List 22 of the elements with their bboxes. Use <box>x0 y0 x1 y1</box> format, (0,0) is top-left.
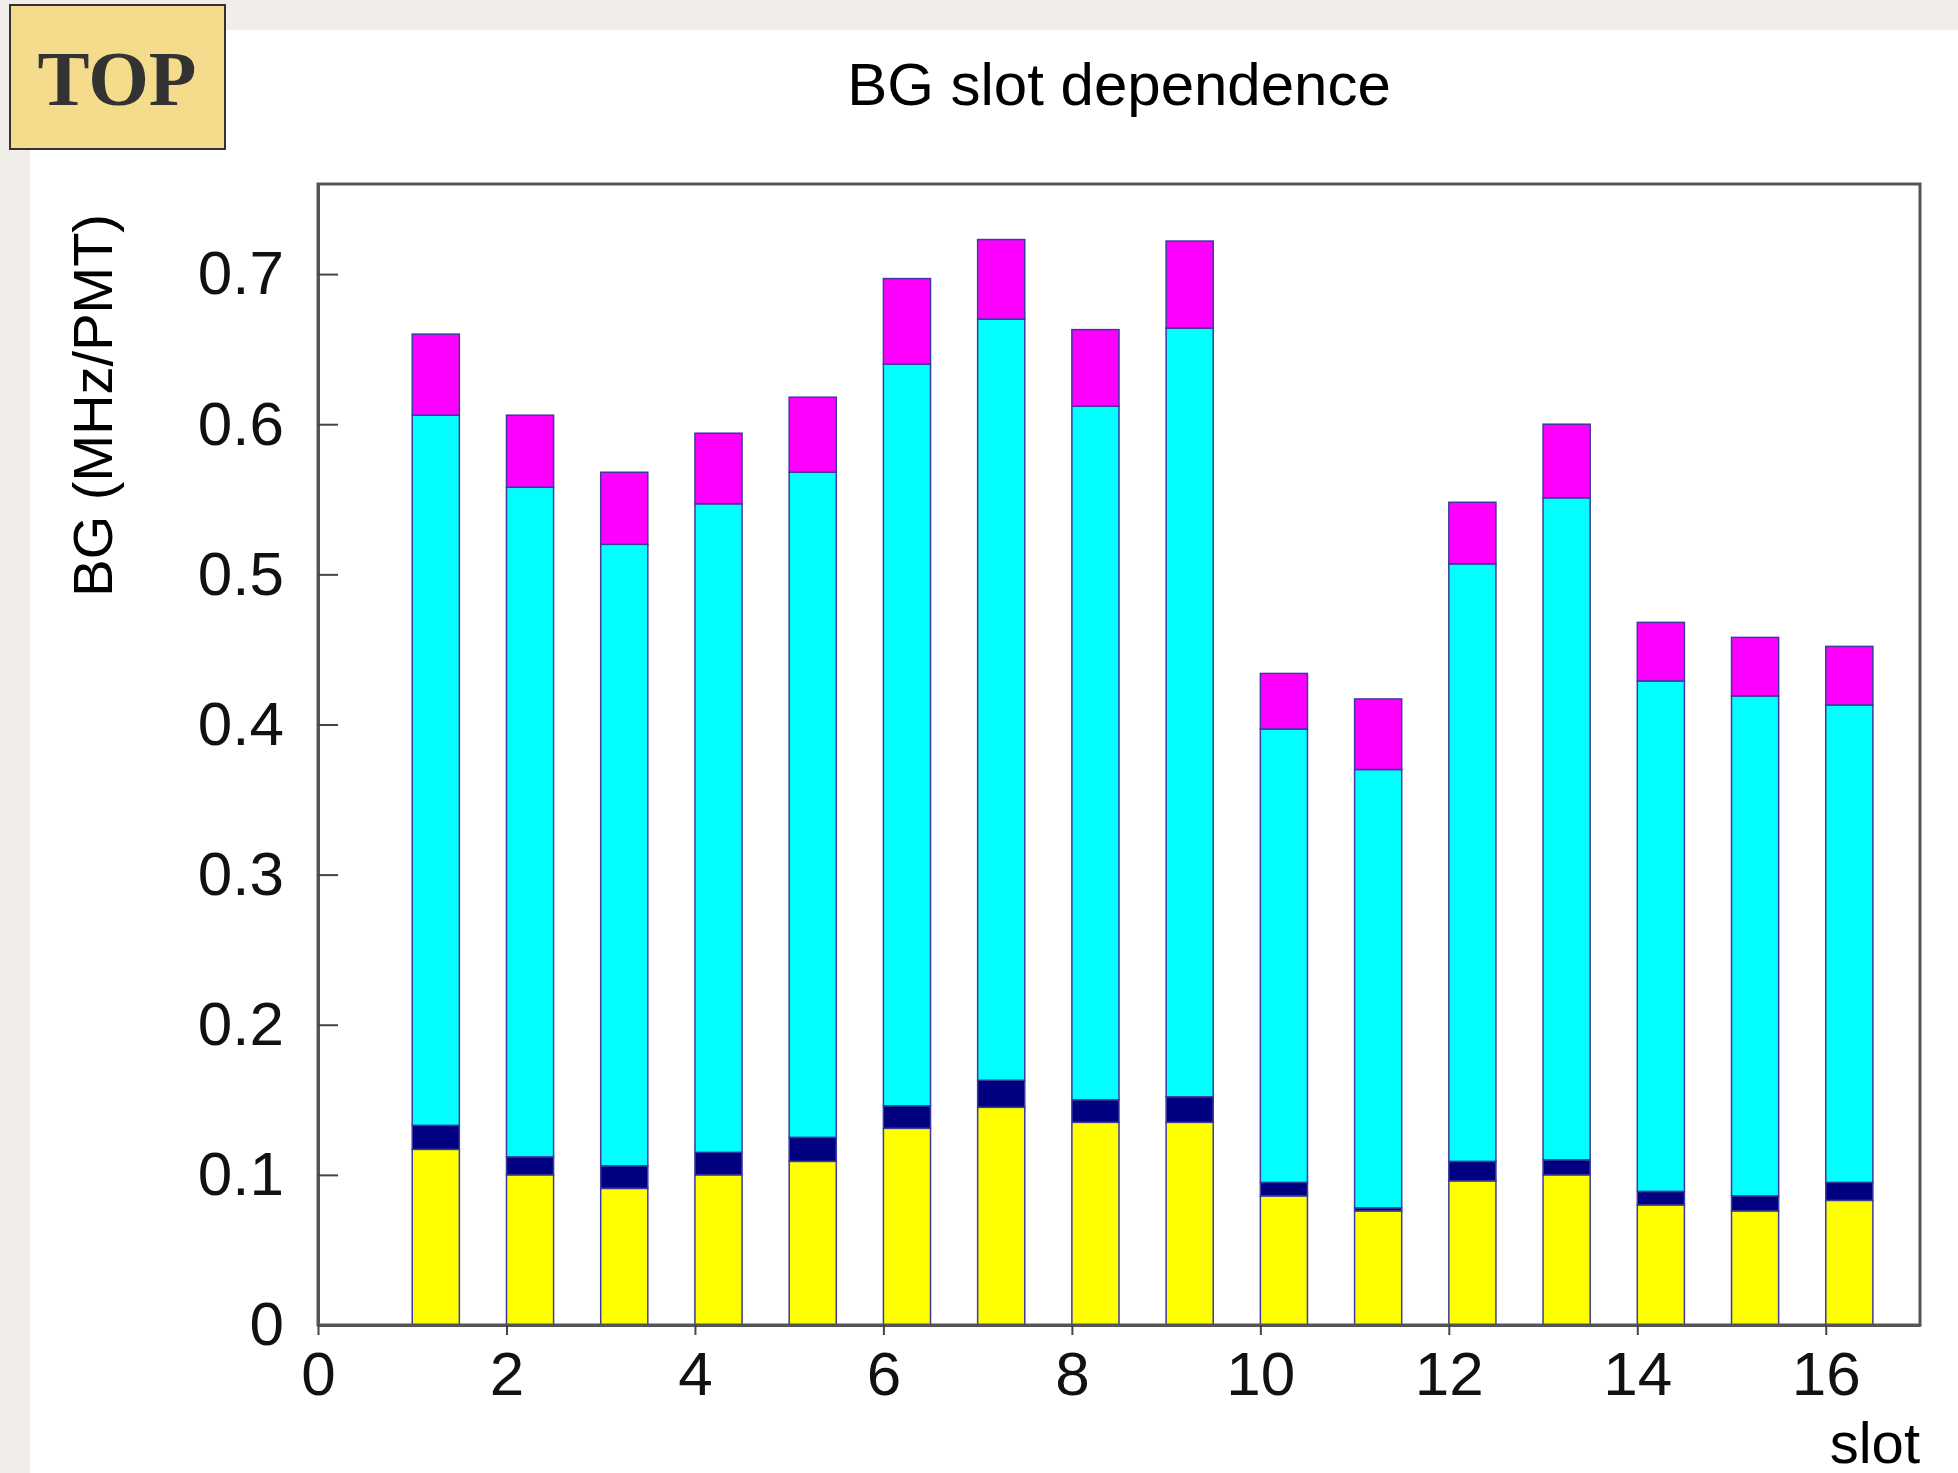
y-tick-label: 0.5 <box>197 538 284 608</box>
text: TOP <box>37 35 197 122</box>
x-tick-label: 10 <box>1226 1339 1296 1409</box>
y-axis-title: BG (MHz/PMT) <box>61 214 124 597</box>
y-tick-label: 0.1 <box>197 1139 284 1209</box>
y-tick-label: 0.2 <box>197 989 284 1059</box>
x-tick-label: 4 <box>678 1339 713 1409</box>
x-axis-title: slot <box>1829 1410 1920 1473</box>
bar <box>1353 1210 1403 1326</box>
x-tick-label: 8 <box>1055 1339 1090 1409</box>
x-tick-label: 0 <box>301 1339 336 1409</box>
y-tick-label: 0.4 <box>197 688 284 758</box>
chart-title: BG slot dependence <box>847 51 1391 118</box>
x-tick-label: 12 <box>1414 1339 1484 1409</box>
y-tick-label: 0 <box>249 1289 284 1359</box>
x-tick-label: 2 <box>489 1339 525 1409</box>
y-tick-label: 0.6 <box>197 388 284 458</box>
x-tick-label: 14 <box>1603 1339 1673 1409</box>
x-tick-label: 16 <box>1791 1339 1861 1409</box>
y-tick-label: 0.3 <box>197 838 284 908</box>
x-tick-label: 6 <box>866 1339 902 1409</box>
y-tick-label: 0.7 <box>197 238 284 308</box>
